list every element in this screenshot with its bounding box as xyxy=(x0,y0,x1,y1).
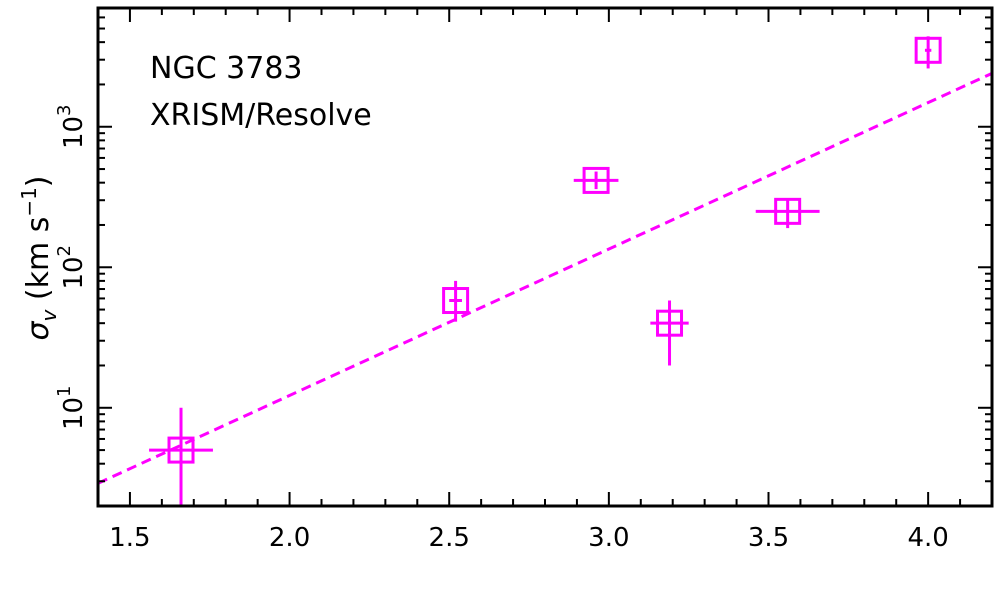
data-point xyxy=(149,407,213,506)
fit-line xyxy=(97,71,993,485)
y-axis-symbol: σ xyxy=(21,321,56,341)
data-point xyxy=(442,280,470,322)
data-point xyxy=(755,197,820,229)
point-marker xyxy=(914,36,942,64)
y-tick-base: 10 xyxy=(59,397,89,430)
y-tick-exponent: 3 xyxy=(54,104,75,115)
x-tick-label: 3.5 xyxy=(748,523,789,553)
x-tick-label: 4.0 xyxy=(907,523,948,553)
y-axis-label: σv (km s−1) xyxy=(17,175,61,340)
point-marker xyxy=(582,166,610,194)
point-marker xyxy=(656,309,684,337)
x-tick-label: 2.5 xyxy=(429,523,470,553)
y-tick-base: 10 xyxy=(59,116,89,149)
marks xyxy=(97,36,993,506)
y-tick-exponent: 1 xyxy=(54,386,75,397)
y-axis-unit: (km s xyxy=(21,217,56,310)
point-marker xyxy=(442,287,470,315)
y-tick-label: 103 xyxy=(54,104,89,149)
annotation-instrument: XRISM/Resolve xyxy=(150,98,372,133)
x-tick-label: 3.0 xyxy=(588,523,629,553)
data-point xyxy=(573,166,619,194)
x-tick-label: 1.5 xyxy=(109,523,150,553)
data-point xyxy=(650,300,689,366)
annotation-object: NGC 3783 xyxy=(150,51,303,86)
point-marker xyxy=(167,436,195,464)
plot-frame xyxy=(96,6,994,508)
x-tick-label: 2.0 xyxy=(269,523,310,553)
y-tick-base: 10 xyxy=(59,256,89,289)
y-axis-unit-close: ) xyxy=(21,175,56,187)
y-axis-unit-exponent: −1 xyxy=(17,187,41,216)
y-tick-exponent: 2 xyxy=(54,245,75,256)
y-axis-subscript: v xyxy=(37,309,61,322)
point-marker xyxy=(774,197,802,225)
y-tick-label: 102 xyxy=(54,245,89,290)
data-point xyxy=(914,36,942,69)
y-tick-label: 101 xyxy=(54,386,89,431)
